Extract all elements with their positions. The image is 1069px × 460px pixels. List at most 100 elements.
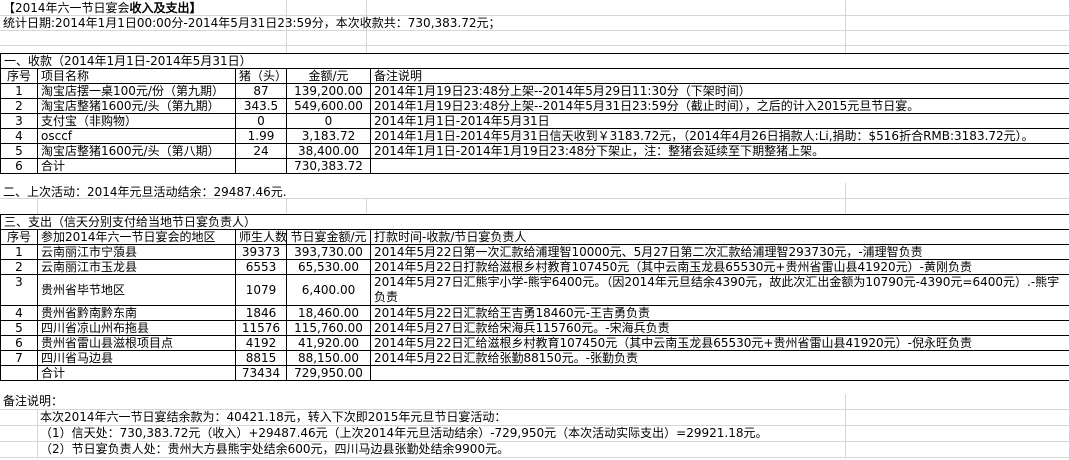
cell-name: 淘宝店整猪1600元/头（第九期） [37,98,236,114]
expense-header-seq: 序号 [0,229,38,245]
cell-amount: 88,150.00 [286,350,371,366]
cell-pigs: 343.5 [235,98,287,114]
income-section-heading-row: 一、收款（2014年1月1日-2014年5月31日） [0,53,1069,69]
cell-note: 2014年1月19日23:48分上架--2014年5月31日23:59分（截止时… [369,98,1069,114]
cell-people: 4192 [235,335,287,351]
cell-seq: 6 [0,158,38,174]
cell-seq: 4 [0,128,38,144]
expense-header-region: 参加2014年六一节日宴会的地区 [37,229,236,245]
cell-region: 云南丽江市玉龙县 [37,259,236,275]
cell-note: 2014年5月22日汇给滋根乡村教育107450元（其中云南玉龙县65530元+… [369,335,1069,351]
income-header-row: 序号 项目名称 猪（头） 金额/元 备注说明 [0,68,1069,84]
notes-line-3: （2）节日宴负责人处：贵州大方县熊宇处结余600元，四川马边县张勤处结余9900… [40,442,510,456]
cell-amount: 729,950.00 [286,365,371,381]
cell-note: 2014年1月1日-2014年5月31日 [369,113,1069,129]
cell-note: 2014年1月19日23:48分上架--2014年5月29日11:30分（下架时… [369,83,1069,99]
gridline [0,457,1069,458]
cell-amount: 38,400.00 [286,143,371,159]
cell-pigs: 1.99 [235,128,287,144]
cell-seq: 2 [0,259,38,275]
gridline [0,409,1069,410]
gridline [0,425,1069,426]
table-row: 7 四川省马边县 8815 88,150.00 2014年5月22日汇款给张勤8… [0,350,1069,366]
previous-activity-line: 二、上次活动：2014年元旦活动结余：29487.46元. [3,185,287,199]
expense-header-row: 序号 参加2014年六一节日宴会的地区 师生人数 节日宴金额/元 打款时间-收款… [0,229,1069,245]
cell-name: 淘宝店整猪1600元/头（第八期） [37,143,236,159]
table-row: 6 贵州省雷山县滋根项目点 4192 41,920.00 2014年5月22日汇… [0,335,1069,351]
cell-seq: 5 [0,143,38,159]
cell-amount: 549,600.00 [286,98,371,114]
cell-people: 39373 [235,244,287,260]
expense-section-heading-row: 三、支出（信天分别支付给当地节日宴负责人） [0,214,1069,230]
cell-pigs: 24 [235,143,287,159]
cell-amount: 730,383.72 [286,158,371,174]
table-row-total: 6 合计 730,383.72 [0,158,1069,174]
cell-people: 8815 [235,350,287,366]
cell-region: 云南丽江市宁蒗县 [37,244,236,260]
income-header-pigs: 猪（头） [235,68,287,84]
cell-name: 合计 [37,158,236,174]
cell-name: 支付宝（非购物） [37,113,236,129]
cell-amount: 139,200.00 [286,83,371,99]
gridline [0,198,1069,199]
page-title-bold: 收入及支出】 [129,1,202,15]
income-header-name: 项目名称 [37,68,236,84]
cell-amount: 0 [286,113,371,129]
cell-amount: 18,460.00 [286,305,371,321]
table-row: 1 云南丽江市宁蒗县 39373 393,730.00 2014年5月22日第一… [0,244,1069,260]
cell-note [369,158,1069,174]
expense-header-people: 师生人数 [235,229,287,245]
cell-region: 贵州省毕节地区 [37,274,236,306]
cell-people: 73434 [235,365,287,381]
cell-note: 2014年5月22日打款给滋根乡村教育107450元（其中云南玉龙县65530元… [369,259,1069,275]
income-table: 一、收款（2014年1月1日-2014年5月31日） 序号 项目名称 猪（头） … [0,53,1069,174]
cell-note: 2014年5月27日汇款给宋海兵115760元。-宋海兵负责 [369,320,1069,336]
table-row: 2 淘宝店整猪1600元/头（第九期） 343.5 549,600.00 201… [0,98,1069,114]
cell-seq: 5 [0,320,38,336]
table-row-total: 合计 73434 729,950.00 [0,365,1069,381]
cell-name: 淘宝店摆一桌100元/份（第九期） [37,83,236,99]
cell-seq: 7 [0,350,38,366]
gridline [0,30,1069,31]
cell-amount: 393,730.00 [286,244,371,260]
cell-note: 2014年5月22日第一次汇款给浦理智10000元、5月27日第二次汇款给浦理智… [369,244,1069,260]
cell-note: 2014年1月1日-2014年5月31日信天收到￥3183.72元，（2014年… [369,128,1069,144]
cell-people: 6553 [235,259,287,275]
gridline [37,409,38,457]
income-header-seq: 序号 [0,68,38,84]
gridline [0,15,1069,16]
cell-region: 四川省凉山州布拖县 [37,320,236,336]
gridline [845,394,846,457]
income-header-amount: 金额/元 [286,68,371,84]
cell-region: 贵州省雷山县滋根项目点 [37,335,236,351]
page-title-prefix: 【2014年六一节日宴会 [3,1,130,15]
table-row: 3 贵州省毕节地区 1079 6,400.00 2014年5月27日汇熊宇小学-… [0,274,1069,306]
expense-header-amount: 节日宴金额/元 [286,229,371,245]
cell-people: 11576 [235,320,287,336]
gridline [286,198,287,214]
notes-heading: 备注说明： [3,394,64,408]
gridline [845,0,846,53]
table-row: 5 四川省凉山州布拖县 11576 115,760.00 2014年5月27日汇… [0,320,1069,336]
cell-pigs: 0 [235,113,287,129]
cell-amount: 115,760.00 [286,320,371,336]
gridline [366,0,367,53]
income-header-note: 备注说明 [369,68,1069,84]
expense-section-heading: 三、支出（信天分别支付给当地节日宴负责人） [0,214,1069,230]
cell-note: 2014年5月22日汇款给王吉勇18460元-王吉勇负责 [369,305,1069,321]
cell-region: 合计 [37,365,236,381]
cell-region: 贵州省黔南黔东南 [37,305,236,321]
table-row: 2 云南丽江市玉龙县 6553 65,530.00 2014年5月22日打款给滋… [0,259,1069,275]
cell-amount: 6,400.00 [286,274,371,306]
cell-seq: 3 [0,274,38,306]
cell-seq: 1 [0,83,38,99]
table-row: 4 osccf 1.99 3,183.72 2014年1月1日-2014年5月3… [0,128,1069,144]
cell-seq: 2 [0,98,38,114]
cell-amount: 65,530.00 [286,259,371,275]
table-row: 5 淘宝店整猪1600元/头（第八期） 24 38,400.00 2014年1月… [0,143,1069,159]
gridline [366,198,367,214]
income-section-heading: 一、收款（2014年1月1日-2014年5月31日） [0,53,1069,69]
gridline [845,183,846,214]
cell-note: 2014年5月22日汇款给张勤88150元。-张勤负责 [369,350,1069,366]
gridline [37,198,38,214]
